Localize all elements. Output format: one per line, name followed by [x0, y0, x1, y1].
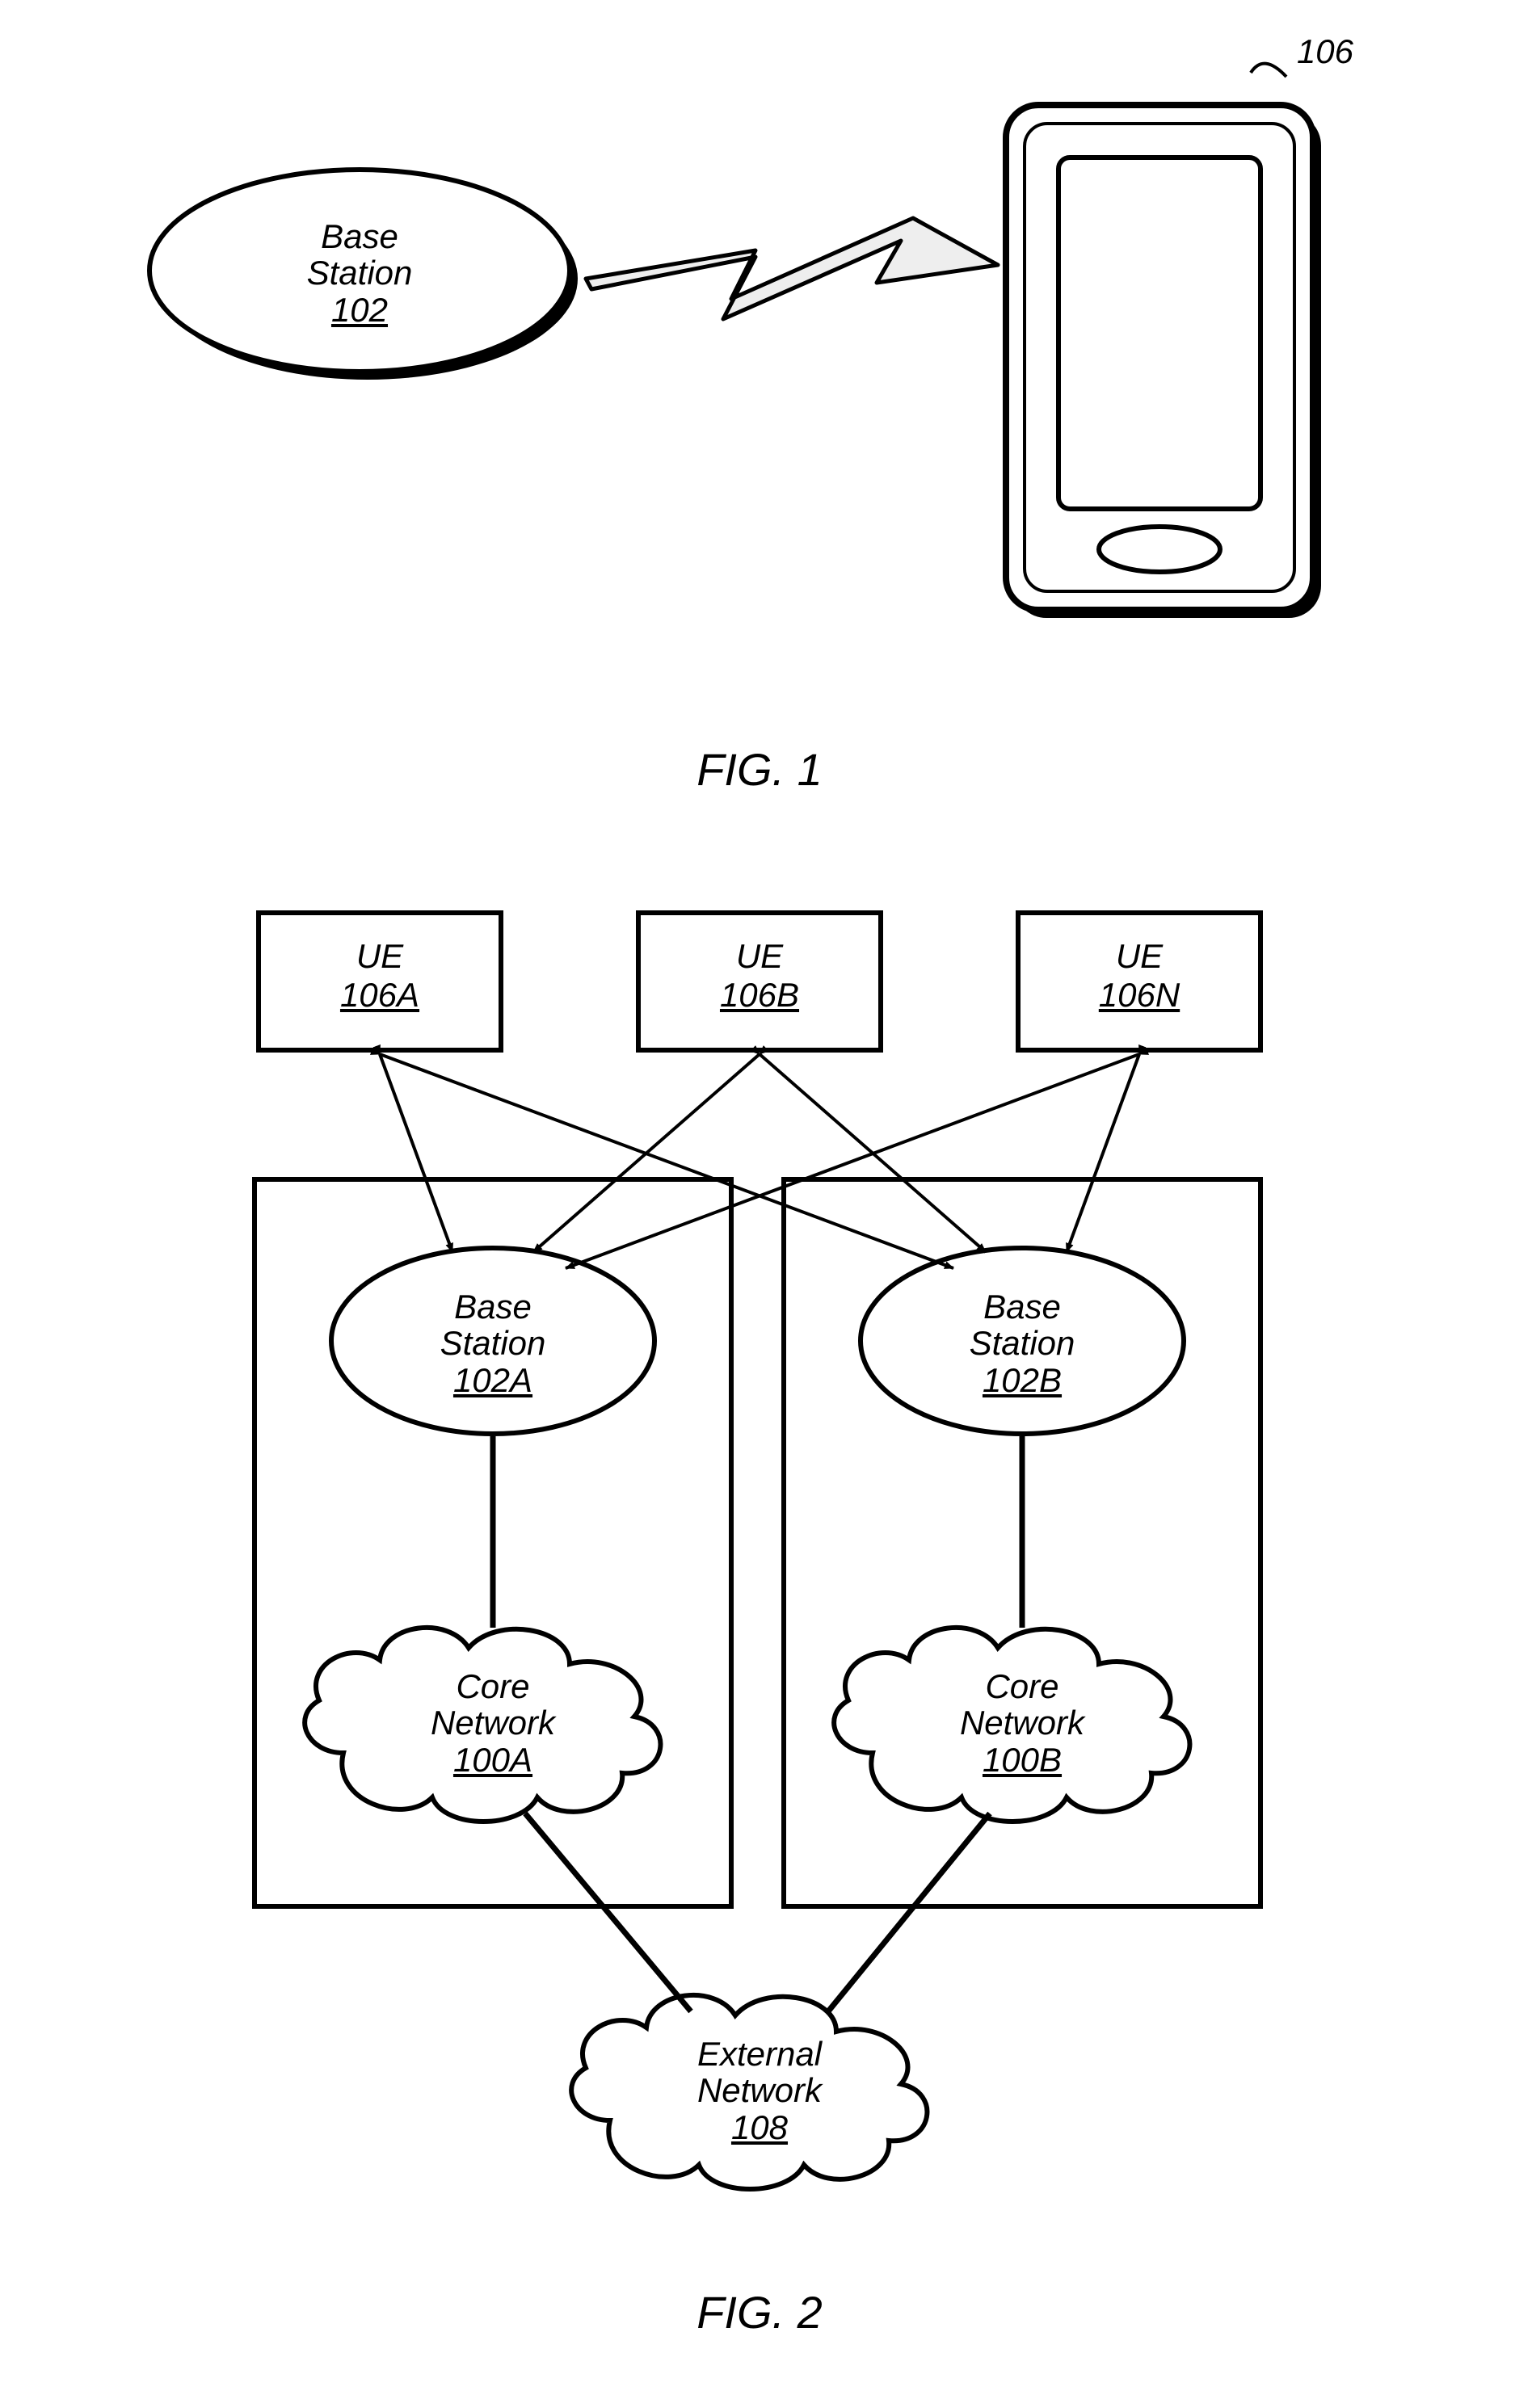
t: 100A [404, 1742, 582, 1778]
arrows [380, 1054, 1139, 1268]
t: 102A [412, 1362, 574, 1398]
ue-b-label: UE 106B [638, 937, 881, 1015]
ext-label: External Network 108 [671, 2036, 848, 2145]
t: 106N [1018, 976, 1260, 1015]
t: 108 [671, 2109, 848, 2145]
t: Network [671, 2072, 848, 2108]
t: Core [404, 1668, 582, 1704]
t: UE [259, 937, 501, 976]
t: Network [404, 1704, 582, 1741]
t: 102 [279, 292, 440, 328]
t: UE [638, 937, 881, 976]
fig2-caption: FIG. 2 [638, 2286, 881, 2339]
t: UE [1018, 937, 1260, 976]
t: Base [279, 218, 440, 254]
t: Base [412, 1288, 574, 1325]
t: External [671, 2036, 848, 2072]
t: Network [933, 1704, 1111, 1741]
t: Base [941, 1288, 1103, 1325]
bs-label: Base Station 102 [279, 218, 440, 328]
t: 102B [941, 1362, 1103, 1398]
phone-ref: 106 [1277, 32, 1374, 71]
core-b-label: Core Network 100B [933, 1668, 1111, 1778]
fig2-group [255, 913, 1260, 2189]
t: Station [941, 1325, 1103, 1361]
t: 106B [638, 976, 881, 1015]
t: 106 [1297, 32, 1353, 70]
fig1-group [149, 64, 1321, 618]
t: 106A [259, 976, 501, 1015]
t: 100B [933, 1742, 1111, 1778]
phone-icon [1006, 105, 1321, 618]
bs-a-label: Base Station 102A [412, 1288, 574, 1398]
ue-n-label: UE 106N [1018, 937, 1260, 1015]
fig1-caption: FIG. 1 [638, 743, 881, 796]
t: FIG. 1 [696, 744, 823, 795]
core-a-label: Core Network 100A [404, 1668, 582, 1778]
wireless-bolt-icon [586, 218, 998, 319]
ue-a-label: UE 106A [259, 937, 501, 1015]
page: Base Station 102 106 FIG. 1 UE 106A UE 1… [0, 0, 1515, 2408]
t: FIG. 2 [696, 2287, 823, 2338]
t: Station [412, 1325, 574, 1361]
bs-b-label: Base Station 102B [941, 1288, 1103, 1398]
t: Station [279, 254, 440, 291]
t: Core [933, 1668, 1111, 1704]
